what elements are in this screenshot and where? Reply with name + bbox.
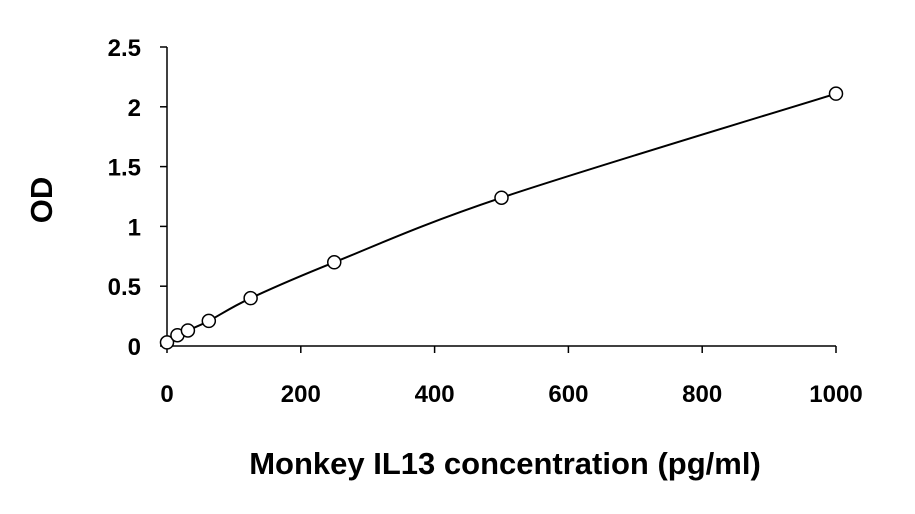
x-tick-label: 600	[548, 381, 588, 408]
y-tick-label: 0.5	[108, 274, 141, 301]
x-tick-label: 800	[682, 381, 722, 408]
data-point	[828, 86, 844, 101]
x-tick-label: 200	[281, 381, 321, 408]
data-point	[243, 290, 258, 306]
y-tick-label: 2.5	[108, 35, 141, 62]
y-tick-label: 1	[128, 214, 141, 241]
x-tick-label: 1000	[809, 381, 862, 408]
y-axis-title: OD	[24, 177, 59, 224]
x-tick-label: 400	[415, 381, 455, 408]
data-point	[180, 323, 196, 338]
y-tick-label: 2	[128, 95, 141, 122]
y-tick-label: 1.5	[108, 155, 141, 182]
data-point	[159, 335, 175, 350]
data-point	[201, 313, 217, 329]
fit-curve	[166, 92, 837, 344]
data-point	[494, 190, 509, 205]
x-axis-title: Monkey IL13 concentration (pg/ml)	[249, 446, 761, 481]
data-point	[327, 255, 342, 270]
y-tick-label: 0	[128, 334, 141, 361]
x-tick-label: 0	[160, 381, 173, 408]
